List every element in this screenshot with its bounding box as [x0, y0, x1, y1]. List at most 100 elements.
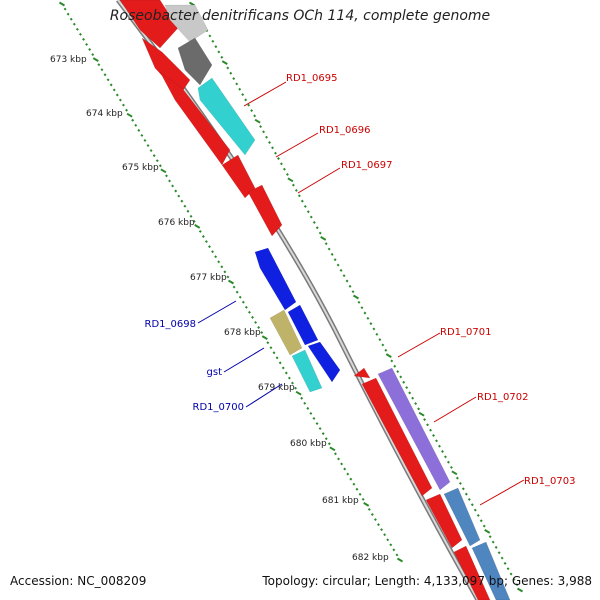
- outer-tick: [309, 215, 313, 219]
- callout-line: [243, 81, 287, 107]
- inner-tick: [389, 543, 393, 547]
- gene-block: [425, 493, 463, 549]
- outer-tick: [336, 263, 340, 267]
- inner-tick: [149, 149, 153, 153]
- inner-tick: [367, 507, 371, 511]
- inner-tick: [260, 331, 264, 335]
- gene-block: [177, 37, 213, 86]
- outer-tick: [473, 508, 477, 512]
- inner-tick: [180, 199, 184, 203]
- outer-tick: [214, 45, 218, 49]
- outer-tick: [282, 167, 286, 171]
- outer-tick: [265, 135, 269, 139]
- outer-tick: [500, 556, 504, 560]
- gene-label: RD1_0695: [286, 73, 337, 84]
- inner-tick: [329, 446, 336, 452]
- inner-tick: [183, 204, 187, 208]
- gene-block: [197, 77, 256, 156]
- inner-tick: [247, 310, 251, 314]
- inner-tick: [100, 68, 104, 72]
- outer-tick: [375, 332, 379, 336]
- inner-tick: [241, 300, 245, 304]
- outer-tick: [285, 173, 289, 176]
- outer-tick: [294, 188, 298, 192]
- inner-tick: [192, 219, 196, 223]
- inner-tick: [272, 351, 276, 355]
- gene-label: RD1_0701: [440, 327, 491, 338]
- gene-block: [353, 367, 371, 379]
- gene-block: [247, 184, 283, 237]
- outer-tick: [455, 476, 459, 480]
- outer-tick: [414, 402, 418, 406]
- outer-tick: [497, 551, 501, 555]
- inner-tick: [352, 482, 356, 486]
- gene-label: RD1_0697: [341, 160, 392, 171]
- outer-tick: [333, 258, 337, 262]
- inner-tick: [235, 290, 239, 294]
- outer-tick: [482, 524, 486, 528]
- gene-label: RD1_0703: [524, 476, 575, 487]
- inner-tick: [363, 502, 370, 507]
- ruler-label: 678 kbp: [224, 328, 261, 338]
- gene-block: [119, 0, 179, 49]
- inner-tick: [337, 457, 341, 461]
- outer-tick: [287, 177, 294, 183]
- accession-label: Accession: NC_008209: [10, 574, 147, 588]
- inner-tick: [281, 366, 285, 370]
- outer-tick: [479, 519, 483, 523]
- callout-line: [223, 347, 265, 373]
- inner-tick: [204, 240, 208, 244]
- inner-tick: [324, 437, 328, 441]
- gene-block: [361, 377, 433, 497]
- outer-tick: [318, 231, 322, 235]
- gene-block: [453, 545, 491, 600]
- outer-tick: [324, 242, 328, 246]
- outer-tick: [381, 343, 385, 347]
- inner-tick: [315, 422, 319, 425]
- outer-tick: [300, 199, 304, 203]
- inner-tick: [140, 133, 144, 137]
- inner-tick: [125, 108, 128, 112]
- inner-tick: [91, 53, 95, 57]
- callout-line: [275, 132, 319, 158]
- gene-block: [307, 341, 341, 383]
- gene-block: [287, 304, 319, 346]
- outer-tick: [461, 487, 465, 491]
- inner-tick: [223, 270, 227, 274]
- inner-tick: [343, 467, 347, 471]
- inner-tick: [312, 417, 316, 420]
- inner-tick: [287, 376, 291, 380]
- inner-tick: [321, 432, 325, 436]
- outer-tick: [253, 114, 257, 118]
- inner-tick: [88, 48, 92, 51]
- outer-tick: [467, 497, 471, 501]
- outer-tick: [279, 162, 283, 166]
- outer-tick: [297, 194, 301, 198]
- inner-tick: [217, 260, 221, 264]
- outer-tick: [423, 418, 427, 421]
- inner-tick: [126, 112, 133, 118]
- outer-tick: [352, 294, 360, 300]
- ruler-label: 675 kbp: [122, 163, 159, 173]
- ruler-ticks-inner: [58, 1, 404, 563]
- inner-tick: [269, 346, 273, 350]
- inner-tick: [214, 255, 218, 259]
- outer-tick: [357, 300, 361, 304]
- inner-tick: [251, 315, 254, 319]
- gene-block: [221, 154, 256, 199]
- inner-tick: [72, 22, 76, 26]
- inner-tick: [380, 528, 384, 532]
- gene-block: [377, 367, 451, 491]
- inner-tick: [198, 229, 202, 233]
- outer-tick: [443, 455, 447, 459]
- gene-label: RD1_0696: [319, 125, 370, 136]
- outer-tick: [506, 567, 510, 571]
- callout-line: [479, 479, 525, 506]
- inner-tick: [395, 553, 399, 557]
- outer-tick: [399, 375, 403, 379]
- outer-tick: [366, 316, 370, 320]
- callout-line: [197, 300, 237, 324]
- inner-tick: [131, 118, 135, 122]
- inner-tick: [82, 37, 85, 41]
